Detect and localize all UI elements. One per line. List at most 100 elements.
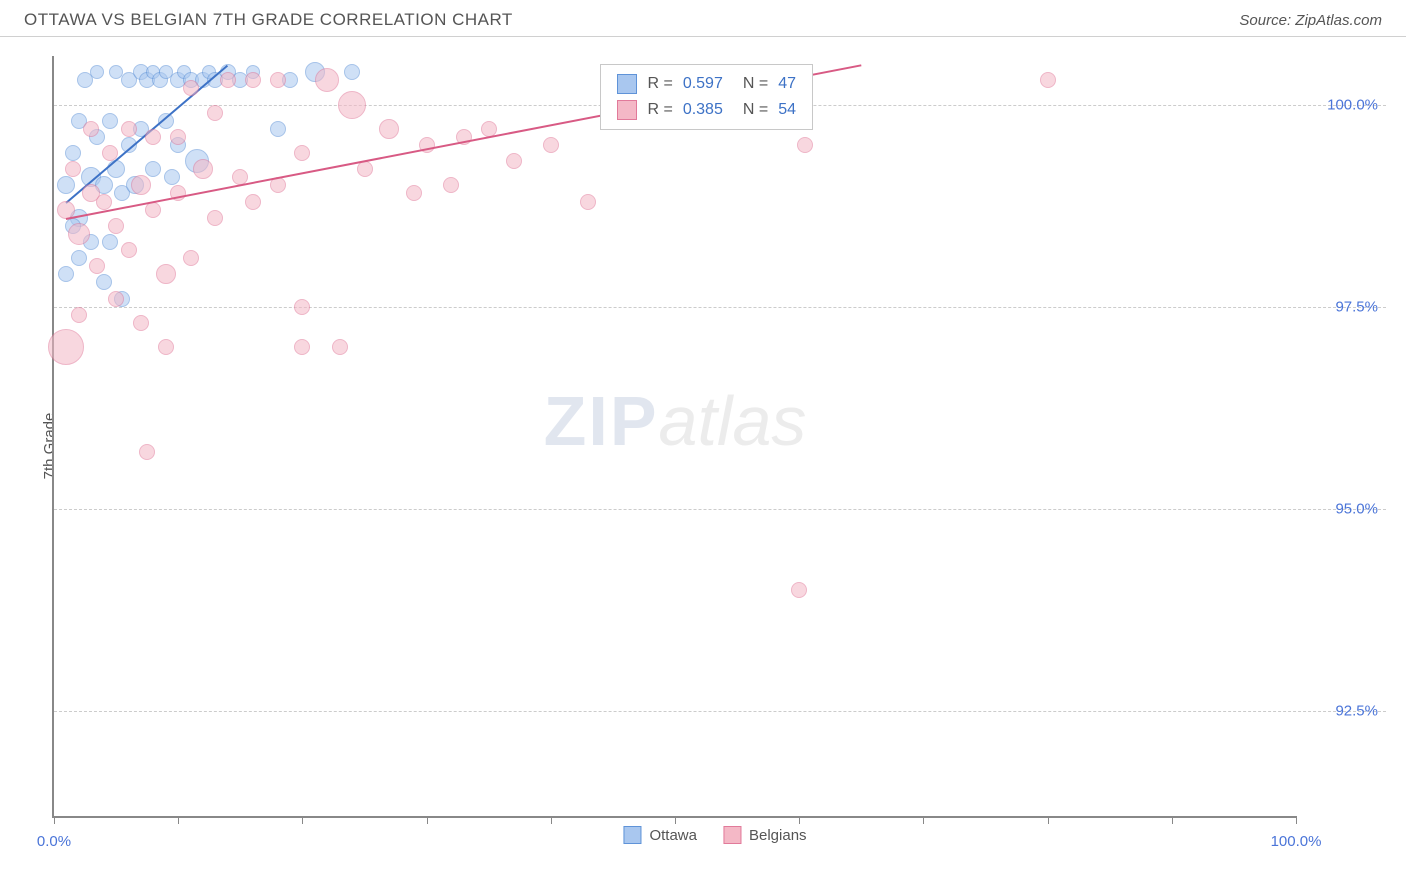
data-point bbox=[131, 175, 151, 195]
data-point bbox=[83, 121, 99, 137]
data-point bbox=[102, 234, 118, 250]
data-point bbox=[379, 119, 399, 139]
data-point bbox=[294, 145, 310, 161]
data-point bbox=[102, 145, 118, 161]
data-point bbox=[207, 105, 223, 121]
x-tick bbox=[675, 816, 676, 824]
source-name: ZipAtlas.com bbox=[1295, 12, 1382, 29]
data-point bbox=[580, 194, 596, 210]
data-point bbox=[245, 194, 261, 210]
data-point bbox=[156, 264, 176, 284]
data-point bbox=[294, 339, 310, 355]
legend-swatch-belgians bbox=[723, 826, 741, 844]
x-tick bbox=[178, 816, 179, 824]
gridline-h bbox=[54, 711, 1386, 712]
data-point bbox=[270, 121, 286, 137]
data-point bbox=[332, 339, 348, 355]
x-tick bbox=[427, 816, 428, 824]
legend-r-value: 0.597 bbox=[683, 71, 723, 97]
source-prefix: Source: bbox=[1239, 12, 1295, 29]
x-tick bbox=[1172, 816, 1173, 824]
data-point bbox=[96, 274, 112, 290]
data-point bbox=[443, 177, 459, 193]
legend-r-label: R = bbox=[647, 71, 672, 97]
data-point bbox=[164, 169, 180, 185]
data-point bbox=[170, 129, 186, 145]
data-point bbox=[797, 137, 813, 153]
source-attribution: Source: ZipAtlas.com bbox=[1239, 12, 1382, 29]
x-tick bbox=[302, 816, 303, 824]
legend-r-value: 0.385 bbox=[683, 97, 723, 123]
data-point bbox=[1040, 72, 1056, 88]
data-point bbox=[294, 299, 310, 315]
legend-swatch bbox=[617, 100, 637, 120]
data-point bbox=[108, 218, 124, 234]
legend-swatch bbox=[617, 74, 637, 94]
data-point bbox=[71, 250, 87, 266]
data-point bbox=[71, 307, 87, 323]
x-tick-label: 0.0% bbox=[37, 833, 71, 850]
data-point bbox=[133, 315, 149, 331]
data-point bbox=[183, 250, 199, 266]
data-point bbox=[57, 176, 75, 194]
data-point bbox=[108, 291, 124, 307]
data-point bbox=[139, 444, 155, 460]
legend-stats-row: R = 0.385 N = 54 bbox=[617, 97, 796, 123]
legend-n-value: 54 bbox=[778, 97, 796, 123]
chart-header: OTTAWA VS BELGIAN 7TH GRADE CORRELATION … bbox=[0, 0, 1406, 37]
data-point bbox=[102, 113, 118, 129]
legend-r-label: R = bbox=[647, 97, 672, 123]
data-point bbox=[65, 161, 81, 177]
x-tick-label: 100.0% bbox=[1271, 833, 1322, 850]
legend-n-label: N = bbox=[743, 71, 768, 97]
data-point bbox=[96, 194, 112, 210]
x-tick bbox=[1296, 816, 1297, 824]
data-point bbox=[357, 161, 373, 177]
x-tick bbox=[54, 816, 55, 824]
x-tick bbox=[799, 816, 800, 824]
plot-region: ZIPatlas 100.0%97.5%95.0%92.5%0.0%100.0%… bbox=[52, 56, 1296, 818]
data-point bbox=[406, 185, 422, 201]
legend-bottom: Ottawa Belgians bbox=[623, 826, 806, 844]
y-tick-label: 92.5% bbox=[1335, 702, 1378, 719]
x-tick bbox=[1048, 816, 1049, 824]
data-point bbox=[121, 121, 137, 137]
data-point bbox=[315, 68, 339, 92]
data-point bbox=[506, 153, 522, 169]
data-point bbox=[338, 91, 366, 119]
legend-n-label: N = bbox=[743, 97, 768, 123]
watermark-atlas: atlas bbox=[659, 382, 807, 460]
data-point bbox=[48, 329, 84, 365]
data-point bbox=[121, 242, 137, 258]
y-tick-label: 95.0% bbox=[1335, 500, 1378, 517]
data-point bbox=[791, 582, 807, 598]
data-point bbox=[344, 64, 360, 80]
data-point bbox=[145, 129, 161, 145]
y-tick-label: 100.0% bbox=[1327, 96, 1378, 113]
y-tick-label: 97.5% bbox=[1335, 298, 1378, 315]
data-point bbox=[193, 159, 213, 179]
legend-item-belgians: Belgians bbox=[723, 826, 807, 844]
watermark-zip: ZIP bbox=[544, 382, 659, 460]
data-point bbox=[245, 72, 261, 88]
legend-n-value: 47 bbox=[778, 71, 796, 97]
legend-stats-row: R = 0.597 N = 47 bbox=[617, 71, 796, 97]
x-tick bbox=[923, 816, 924, 824]
data-point bbox=[68, 223, 90, 245]
legend-stats: R = 0.597 N = 47 R = 0.385 N = 54 bbox=[600, 64, 813, 130]
x-tick bbox=[551, 816, 552, 824]
data-point bbox=[158, 339, 174, 355]
data-point bbox=[183, 80, 199, 96]
data-point bbox=[543, 137, 559, 153]
data-point bbox=[220, 72, 236, 88]
watermark: ZIPatlas bbox=[544, 381, 807, 461]
gridline-h bbox=[54, 509, 1386, 510]
data-point bbox=[58, 266, 74, 282]
chart-title: OTTAWA VS BELGIAN 7TH GRADE CORRELATION … bbox=[24, 10, 513, 30]
chart-area: 7th Grade ZIPatlas 100.0%97.5%95.0%92.5%… bbox=[44, 44, 1386, 848]
data-point bbox=[145, 161, 161, 177]
data-point bbox=[65, 145, 81, 161]
data-point bbox=[89, 258, 105, 274]
data-point bbox=[90, 65, 104, 79]
gridline-h bbox=[54, 307, 1386, 308]
